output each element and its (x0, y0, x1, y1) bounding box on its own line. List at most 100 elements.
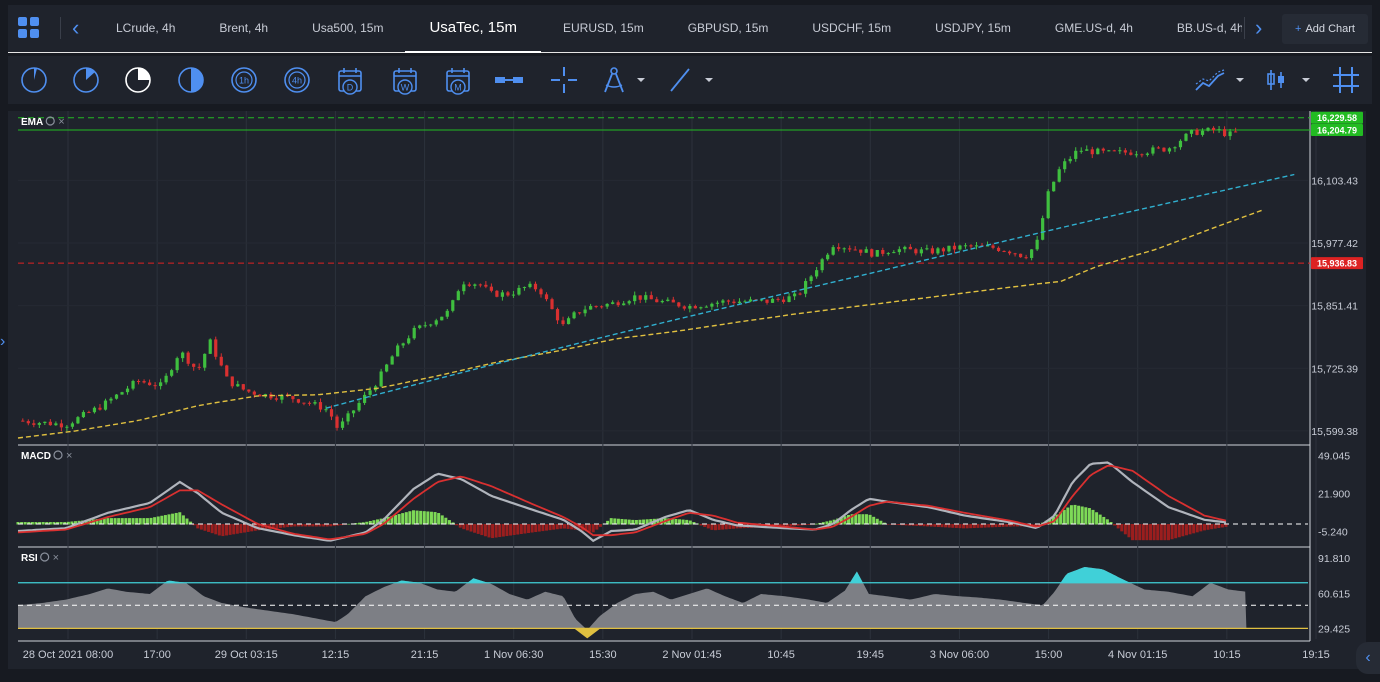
candle-body[interactable] (340, 421, 345, 428)
candle-body[interactable] (1134, 154, 1138, 156)
candle-body[interactable] (528, 283, 532, 288)
layout-grid-icon[interactable] (18, 17, 40, 39)
candle-body[interactable] (329, 409, 334, 417)
candle-body[interactable] (737, 301, 742, 304)
macd-line[interactable] (17, 461, 1227, 543)
candle-body[interactable] (362, 394, 367, 403)
candle-body[interactable] (153, 385, 157, 387)
tab-usa500-15m[interactable]: Usa500, 15m (312, 21, 384, 35)
tab-lcrude-4h[interactable]: LCrude, 4h (116, 21, 176, 35)
candle-body[interactable] (726, 300, 731, 302)
candle-body[interactable] (555, 309, 560, 321)
candle-body[interactable] (313, 402, 317, 404)
candle-body[interactable] (781, 299, 786, 302)
candle-body[interactable] (710, 303, 714, 307)
grid-icon[interactable] (1330, 64, 1362, 96)
candle-body[interactable] (881, 250, 885, 254)
candle-body[interactable] (241, 384, 245, 390)
collapse-right-icon[interactable]: ‹ (1356, 642, 1380, 674)
calendar-w-icon[interactable]: W (389, 64, 421, 96)
candle-body[interactable] (996, 247, 1001, 251)
candle-body[interactable] (368, 390, 372, 395)
candle-body[interactable] (1151, 147, 1155, 154)
candle-body[interactable] (506, 292, 510, 296)
candle-body[interactable] (1189, 129, 1194, 134)
candle-body[interactable] (925, 248, 929, 250)
candle-body[interactable] (991, 245, 995, 248)
candle-body[interactable] (307, 402, 312, 404)
candle-body[interactable] (522, 287, 527, 289)
candle-body[interactable] (952, 245, 957, 250)
candle-type-icon[interactable] (1260, 64, 1292, 96)
candle-body[interactable] (770, 298, 775, 303)
candle-body[interactable] (379, 371, 383, 387)
candle-body[interactable] (638, 295, 642, 300)
candle-body[interactable] (1107, 150, 1111, 152)
candle-body[interactable] (798, 293, 802, 295)
pie-2-icon[interactable] (70, 64, 102, 96)
candle-body[interactable] (186, 352, 190, 364)
candle-body[interactable] (842, 248, 846, 250)
candle-body[interactable] (48, 421, 52, 426)
candle-body[interactable] (693, 306, 697, 309)
settings-gear-icon[interactable] (40, 552, 50, 562)
candle-body[interactable] (390, 356, 394, 365)
candle-body[interactable] (467, 284, 471, 286)
candle-body[interactable] (462, 284, 466, 292)
candle-body[interactable] (715, 302, 720, 304)
candle-body[interactable] (142, 381, 146, 383)
candle-body[interactable] (1002, 250, 1006, 252)
add-chart-button[interactable]: + Add Chart (1282, 14, 1368, 44)
candle-body[interactable] (197, 366, 201, 368)
expand-left-icon[interactable]: › (0, 333, 6, 350)
indicators-icon[interactable] (1194, 64, 1226, 96)
candle-body[interactable] (203, 353, 207, 368)
candle-body[interactable] (159, 382, 163, 387)
candle-body[interactable] (1222, 129, 1227, 137)
candle-body[interactable] (252, 391, 256, 395)
ema-fast-line[interactable] (17, 209, 1263, 439)
candle-body[interactable] (864, 249, 868, 253)
candle-body[interactable] (594, 306, 598, 308)
pie-4-icon[interactable] (175, 64, 207, 96)
tab-usatec-15m[interactable]: UsaTec, 15m (405, 5, 541, 53)
candle-body[interactable] (533, 283, 538, 290)
candle-body[interactable] (1123, 150, 1127, 153)
candle-body[interactable] (495, 290, 499, 297)
pie-1-icon[interactable] (18, 64, 50, 96)
candle-body[interactable] (489, 286, 493, 291)
candle-body[interactable] (214, 339, 218, 357)
candle-body[interactable] (103, 400, 108, 410)
candle-body[interactable] (351, 410, 356, 414)
candle-body[interactable] (985, 245, 990, 247)
candle-body[interactable] (759, 299, 764, 301)
candle-body[interactable] (385, 364, 389, 372)
candle-body[interactable] (1101, 148, 1105, 151)
candle-body[interactable] (1217, 129, 1221, 131)
candle-body[interactable] (109, 398, 113, 401)
candle-body[interactable] (418, 325, 422, 328)
chevron-down-icon[interactable] (702, 64, 716, 96)
candle-body[interactable] (677, 302, 681, 307)
candle-body[interactable] (1024, 257, 1028, 259)
candle-body[interactable] (1074, 150, 1078, 159)
candle-body[interactable] (26, 421, 30, 424)
candle-body[interactable] (886, 253, 890, 255)
candle-body[interactable] (302, 402, 306, 404)
clock-4h-icon[interactable]: 4h (281, 64, 313, 96)
candle-body[interactable] (192, 363, 196, 367)
settings-gear-icon[interactable] (53, 450, 63, 460)
candle-body[interactable] (230, 376, 234, 387)
ema-trend-line[interactable] (325, 173, 1295, 409)
candle-body[interactable] (616, 302, 620, 306)
candle-body[interactable] (1178, 140, 1183, 148)
candle-body[interactable] (688, 306, 692, 309)
candle-body[interactable] (776, 298, 780, 300)
candle-body[interactable] (274, 398, 278, 400)
candle-body[interactable] (500, 292, 505, 297)
candle-body[interactable] (87, 412, 91, 414)
tab-usdjpy-15m[interactable]: USDJPY, 15m (935, 21, 1011, 35)
candle-body[interactable] (43, 421, 47, 424)
candle-body[interactable] (1140, 154, 1144, 156)
candle-body[interactable] (622, 303, 626, 306)
